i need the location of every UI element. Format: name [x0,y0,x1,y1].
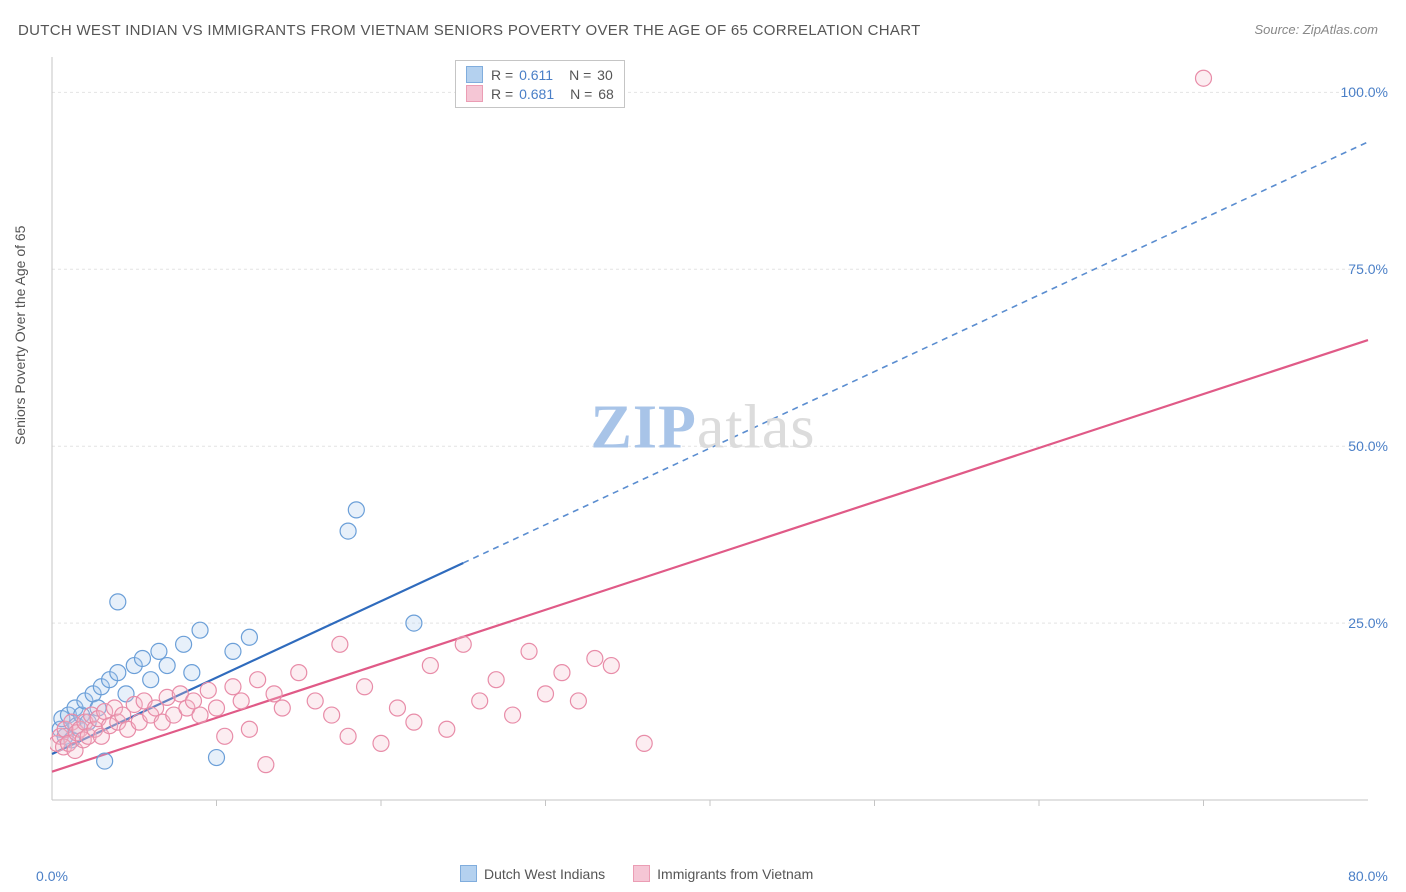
legend-swatch [633,865,650,882]
chart-plot-area [50,55,1370,830]
source-attribution: Source: ZipAtlas.com [1254,22,1378,37]
y-tick-label: 75.0% [1348,261,1388,277]
x-tick-label: 0.0% [36,868,68,884]
legend-series-label: Dutch West Indians [484,866,605,882]
legend-series: Dutch West Indians Immigrants from Vietna… [460,865,813,882]
legend-series-item: Immigrants from Vietnam [633,865,813,882]
y-axis-title: Seniors Poverty Over the Age of 65 [12,226,28,445]
legend-correlation-row: R = 0.681N = 68 [466,84,614,103]
chart-title: DUTCH WEST INDIAN VS IMMIGRANTS FROM VIE… [18,22,921,39]
y-tick-label: 50.0% [1348,438,1388,454]
scatter-chart-svg [50,55,1370,830]
y-tick-label: 100.0% [1341,84,1388,100]
legend-swatch [460,865,477,882]
legend-correlation-box: R = 0.611N = 30R = 0.681N = 68 [455,60,625,108]
legend-correlation-row: R = 0.611N = 30 [466,65,614,84]
x-tick-label: 80.0% [1348,868,1388,884]
y-tick-label: 25.0% [1348,615,1388,631]
legend-swatch [466,66,483,83]
legend-swatch [466,85,483,102]
legend-series-label: Immigrants from Vietnam [657,866,813,882]
legend-series-item: Dutch West Indians [460,865,605,882]
